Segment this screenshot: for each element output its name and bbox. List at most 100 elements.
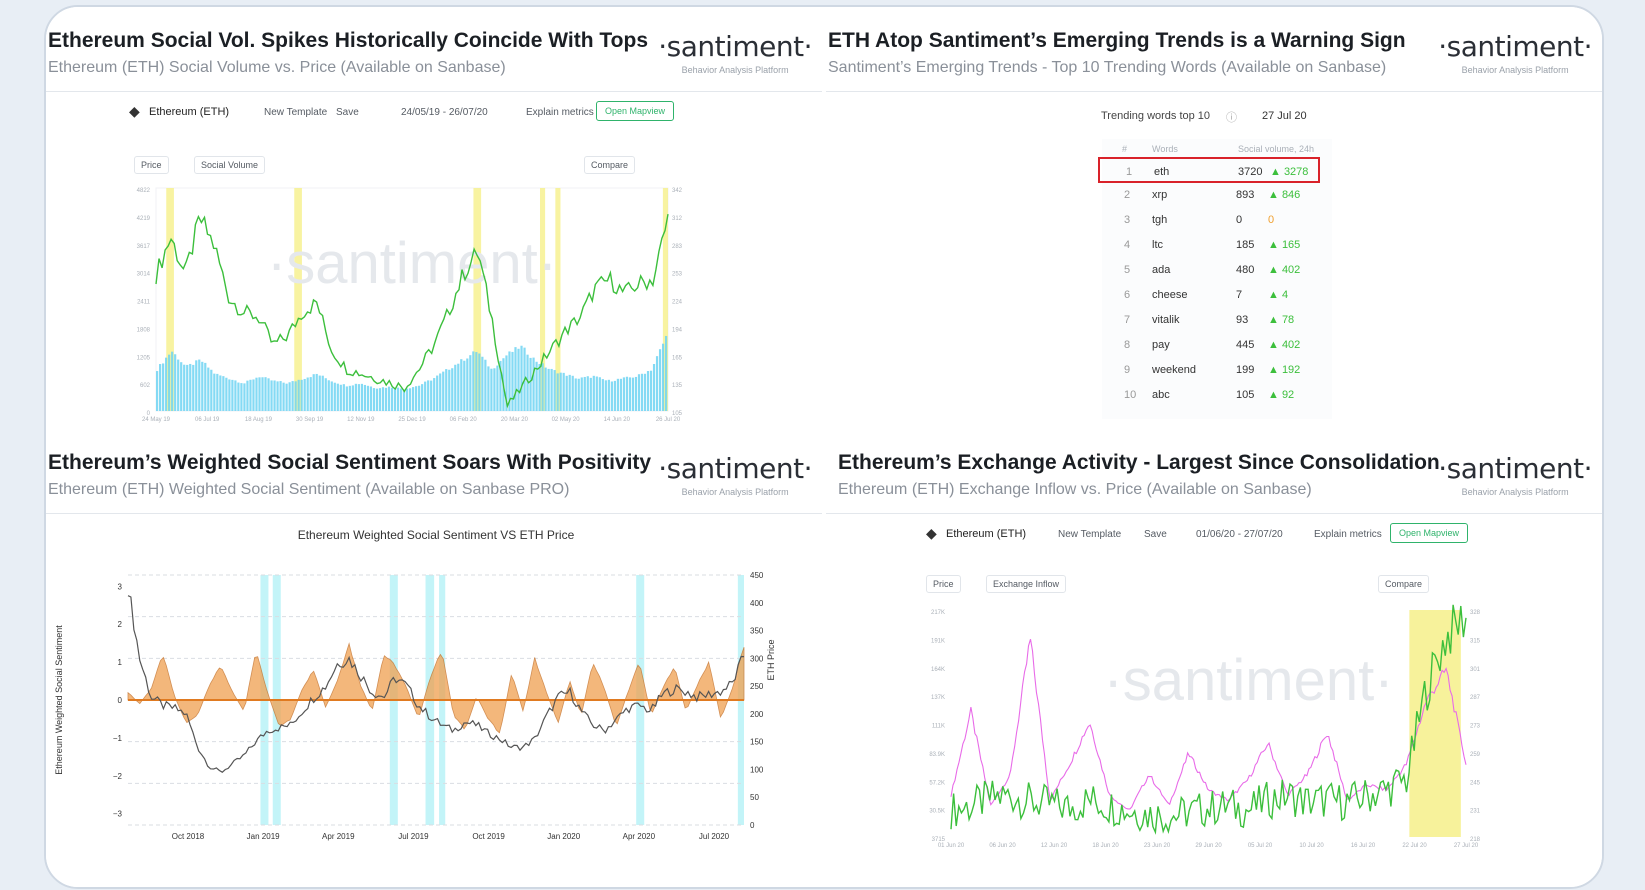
row-volume: 7 bbox=[1236, 289, 1243, 301]
y-right-tick: 231 bbox=[1470, 809, 1481, 815]
y-right-tick: 259 bbox=[1470, 752, 1481, 758]
volume-bar bbox=[399, 388, 403, 411]
volume-bar bbox=[195, 360, 198, 411]
y-left-tick: 2 bbox=[118, 620, 123, 629]
row-rank: 9 bbox=[1124, 364, 1131, 376]
x-tick: 06 Jun 20 bbox=[989, 843, 1016, 849]
open-mapview-button[interactable]: Open Mapview bbox=[1390, 523, 1469, 543]
volume-bar bbox=[616, 378, 619, 411]
metric-chip[interactable]: Exchange Inflow bbox=[986, 575, 1067, 593]
volume-bar bbox=[487, 366, 490, 411]
panel-subtitle: Ethereum (ETH) Social Volume vs. Price (… bbox=[48, 59, 506, 76]
volume-bar bbox=[463, 360, 466, 411]
explain-metrics-button[interactable]: Explain metrics bbox=[526, 107, 594, 118]
compare-button[interactable]: Compare bbox=[584, 156, 636, 174]
volume-bar bbox=[412, 387, 415, 411]
trending-row[interactable]: 1 eth 3720 ▲ 3278 bbox=[1098, 157, 1320, 183]
volume-bar bbox=[511, 351, 514, 411]
x-tick: 05 Jul 20 bbox=[1248, 843, 1273, 849]
logo-wordmark: ·santiment· bbox=[658, 30, 812, 63]
price-chip[interactable]: Price bbox=[134, 156, 169, 174]
new-template-button[interactable]: New Template bbox=[1058, 529, 1122, 540]
volume-bar bbox=[454, 364, 457, 411]
highlight-band bbox=[1409, 610, 1461, 837]
row-rank: 4 bbox=[1124, 239, 1131, 251]
volume-bar bbox=[622, 377, 626, 411]
open-mapview-button[interactable]: Open Mapview bbox=[596, 101, 675, 121]
price-line bbox=[155, 213, 669, 409]
volume-bar bbox=[664, 335, 668, 411]
explain-metrics-button[interactable]: Explain metrics bbox=[1314, 529, 1382, 540]
trending-row[interactable]: 9 weekend 199 ▲ 192 bbox=[1102, 357, 1332, 383]
compare-button[interactable]: Compare bbox=[1378, 575, 1430, 593]
row-change: ▲ 92 bbox=[1268, 389, 1295, 401]
trending-row[interactable]: 7 vitalik 93 ▲ 78 bbox=[1102, 307, 1332, 333]
volume-bar bbox=[219, 375, 222, 411]
y-axis-label: Ethereum Weighted Social Sentiment bbox=[54, 625, 64, 775]
highlight-band bbox=[294, 188, 302, 411]
row-word: xrp bbox=[1152, 189, 1168, 201]
volume-bar bbox=[198, 359, 201, 411]
volume-bar bbox=[366, 385, 370, 411]
y-left-tick: 3 bbox=[118, 582, 123, 591]
trending-row[interactable]: 5 ada 480 ▲ 402 bbox=[1102, 257, 1332, 283]
y-right-tick: 253 bbox=[672, 272, 683, 278]
volume-bar bbox=[607, 379, 610, 411]
row-word: tgh bbox=[1152, 214, 1168, 226]
trending-row[interactable]: 3 tgh 0 0 bbox=[1102, 207, 1332, 233]
volume-bar bbox=[216, 373, 219, 411]
volume-bar bbox=[402, 389, 406, 411]
y-right-tick: 400 bbox=[750, 599, 764, 608]
row-change: ▲ 846 bbox=[1268, 189, 1301, 201]
volume-bar bbox=[381, 387, 385, 411]
trending-row[interactable]: 2 xrp 893 ▲ 846 bbox=[1102, 182, 1332, 208]
trending-row[interactable]: 8 pay 445 ▲ 402 bbox=[1102, 332, 1332, 358]
x-tick: Oct 2018 bbox=[172, 832, 205, 841]
volume-bar bbox=[405, 388, 409, 411]
save-button[interactable]: Save bbox=[1144, 529, 1167, 540]
asset-selector[interactable]: Ethereum (ETH) bbox=[946, 528, 1027, 540]
row-word: ltc bbox=[1152, 239, 1163, 251]
volume-bar bbox=[658, 349, 662, 411]
panel-weighted-sentiment: Ethereum’s Weighted Social Sentiment Soa… bbox=[46, 429, 822, 887]
date-range-picker[interactable]: 01/06/20 - 27/07/20 bbox=[1196, 529, 1283, 540]
row-change: ▲ 78 bbox=[1268, 314, 1295, 326]
new-template-button[interactable]: New Template bbox=[264, 107, 328, 118]
volume-bar bbox=[505, 355, 508, 411]
y-left-tick: 191K bbox=[931, 638, 945, 644]
volume-bar bbox=[177, 359, 180, 411]
volume-bar bbox=[469, 355, 472, 411]
save-button[interactable]: Save bbox=[336, 107, 359, 118]
date-range-picker[interactable]: 24/05/19 - 26/07/20 bbox=[401, 107, 488, 118]
metric-chip[interactable]: Social Volume bbox=[194, 156, 266, 174]
volume-bar bbox=[342, 384, 345, 411]
x-tick: 10 Jul 20 bbox=[1299, 843, 1324, 849]
volume-bar bbox=[586, 376, 589, 411]
volume-bar bbox=[448, 369, 451, 411]
row-volume: 93 bbox=[1236, 314, 1249, 326]
volume-bar bbox=[201, 361, 204, 411]
trending-row[interactable]: 6 cheese 7 ▲ 4 bbox=[1102, 282, 1332, 308]
x-tick: 06 Jul 19 bbox=[195, 417, 220, 423]
volume-bar bbox=[261, 377, 264, 411]
row-rank: 10 bbox=[1124, 389, 1137, 401]
volume-bar bbox=[357, 384, 360, 411]
volume-bar bbox=[327, 380, 330, 411]
price-chip[interactable]: Price bbox=[926, 575, 961, 593]
y-right-tick: 100 bbox=[750, 765, 764, 774]
volume-bar bbox=[577, 378, 580, 411]
volume-bar bbox=[324, 378, 327, 411]
date-selector[interactable]: 27 Jul 20 bbox=[1262, 110, 1307, 122]
y-right-tick: 300 bbox=[750, 654, 764, 663]
social-volume-chart: ·santiment· 4822 4219 3617 3014 2411 1808 1205 6… bbox=[137, 187, 683, 423]
col-rank: # bbox=[1122, 144, 1128, 154]
volume-bar bbox=[628, 377, 632, 411]
volume-bar bbox=[634, 376, 638, 411]
volume-bar bbox=[171, 351, 174, 411]
row-volume: 480 bbox=[1236, 264, 1255, 276]
volume-bar bbox=[240, 383, 243, 411]
logo-wordmark: ·santiment· bbox=[1438, 452, 1592, 485]
trending-row[interactable]: 4 ltc 185 ▲ 165 bbox=[1102, 232, 1332, 258]
asset-selector[interactable]: Ethereum (ETH) bbox=[149, 106, 230, 118]
trending-row[interactable]: 10 abc 105 ▲ 92 bbox=[1102, 382, 1332, 408]
